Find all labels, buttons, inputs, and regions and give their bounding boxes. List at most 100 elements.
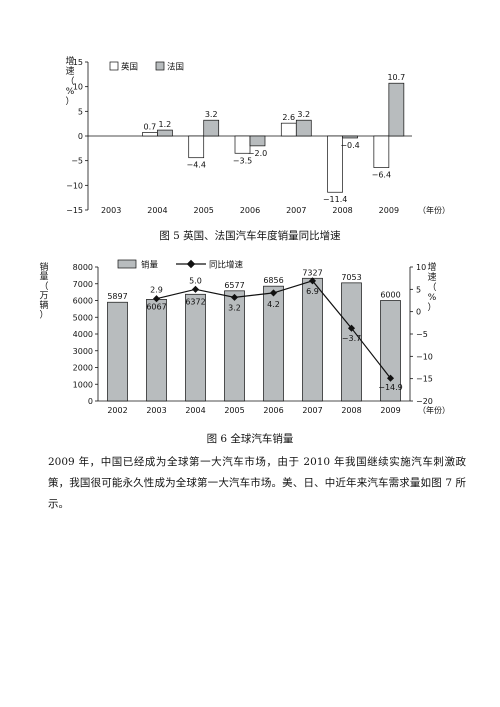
bar-data-label: 6856: [263, 276, 283, 285]
growth-data-label: 5.0: [189, 276, 202, 285]
bar-法国: [157, 129, 173, 137]
data-label: 0.7: [144, 123, 157, 132]
bar-英国: [280, 122, 297, 137]
legend-label-bar: 销量: [141, 260, 159, 271]
bar-data-label: 6577: [224, 281, 244, 290]
y2-tick-label: −20: [416, 397, 433, 406]
data-label: −2.0: [248, 149, 267, 158]
y-tick-label: 5: [78, 107, 83, 116]
x-tick-label: 2006: [240, 206, 260, 215]
y-tick-label: 2000: [73, 364, 93, 373]
y2-tick-label: 5: [416, 285, 421, 294]
bar-sales: [224, 290, 245, 402]
x-tick-label: 2005: [224, 406, 244, 415]
data-label: 10.7: [387, 73, 405, 82]
bar-英国: [142, 132, 158, 137]
y-tick-label: 10: [73, 83, 83, 92]
x-tick-label: 2009: [380, 406, 400, 415]
y-tick-label: −5: [71, 157, 83, 166]
x-tick-label: 2004: [185, 406, 205, 415]
x-tick-label: 2003: [146, 406, 166, 415]
bar-sales: [185, 293, 206, 402]
legend-label: 法国: [167, 62, 184, 73]
y2-tick-label: −5: [416, 330, 428, 339]
y-tick-label: 5000: [73, 313, 93, 322]
y-tick-label: 0: [78, 132, 83, 141]
bar-法国: [295, 119, 312, 137]
bar-sales: [302, 277, 323, 402]
legend-swatch: [109, 61, 119, 71]
data-label: 1.2: [159, 120, 172, 129]
data-label: −6.4: [372, 171, 391, 180]
y2-tick-label: −15: [416, 375, 433, 384]
y-tick-label: 4000: [73, 330, 93, 339]
bar-sales: [107, 301, 128, 402]
growth-data-label: 2.9: [150, 286, 163, 295]
growth-point: [347, 324, 356, 332]
y-tick-label: 6000: [73, 297, 93, 306]
bar-法国: [249, 135, 266, 147]
x-tick-label: 2009: [379, 206, 399, 215]
y-tick-label: 1000: [73, 380, 93, 389]
bar-法国: [342, 135, 358, 139]
figure-6-caption: 图 6 全球汽车销量: [206, 433, 294, 445]
uk-france-growth-chart: 15 10 5 0 −5 −10 −15 增速（%） 英国 法国 2003 2004 0.7 1.2 200…: [65, 55, 450, 215]
body-paragraph: 2009 年，中国已经成为全球第一大汽车市场，由于 2010 年我国继续实施汽车…: [48, 456, 466, 510]
x-tick-label: 2007: [302, 406, 322, 415]
x-tick-label: 2008: [341, 406, 361, 415]
growth-data-label: 4.2: [267, 300, 280, 309]
growth-data-label: 3.2: [228, 303, 241, 312]
bar-data-label: 7053: [341, 273, 361, 282]
growth-data-label: −3.7: [342, 334, 361, 343]
growth-data-label: 6.9: [306, 287, 319, 296]
bar-sales: [380, 300, 401, 402]
y-tick-label: 15: [73, 58, 83, 67]
legend-label: 英国: [121, 62, 138, 73]
y-tick-label: 3000: [73, 347, 93, 356]
bar-data-label: 6000: [380, 291, 400, 300]
x-tick-label: 2003: [101, 206, 121, 215]
legend-marker: [186, 259, 196, 269]
y-tick-label: 0: [88, 397, 93, 406]
bar-英国: [373, 135, 390, 168]
data-label: −4.4: [186, 161, 205, 170]
bar-英国: [188, 135, 205, 159]
y-tick-label: 7000: [73, 280, 93, 289]
y-tick-label: −10: [66, 181, 83, 190]
bar-法国: [203, 119, 220, 137]
x-tick-label: 2004: [147, 206, 167, 215]
data-label: −3.5: [233, 156, 252, 165]
legend-swatch-bar: [117, 259, 137, 269]
figure-5-caption: 图 5 英国、法国汽车年度销量同比增速: [159, 230, 341, 242]
y-tick-label: 8000: [73, 263, 93, 272]
y-axis-label: 增速（%）: [65, 55, 74, 107]
data-label: 3.2: [205, 110, 218, 119]
data-label: −11.4: [323, 195, 348, 204]
y-tick-label: −15: [66, 206, 83, 215]
bar-data-label: 5897: [107, 292, 127, 301]
bar-data-label: 6372: [185, 297, 205, 306]
bar-data-label: 7327: [302, 268, 322, 277]
bar-data-label: 6067: [146, 302, 166, 311]
bar-法国: [388, 82, 405, 137]
data-label: 3.2: [297, 110, 310, 119]
y2-tick-label: 0: [416, 308, 421, 317]
x-tick-label: 2006: [263, 406, 283, 415]
data-label: −0.4: [340, 141, 359, 150]
bar-英国: [327, 135, 343, 193]
x-axis-label: （年份）: [418, 405, 450, 415]
x-tick-label: 2005: [194, 206, 214, 215]
growth-point: [386, 374, 395, 382]
x-tick-label: 2007: [286, 206, 306, 215]
y-axis-label: 销量（万辆）: [39, 261, 48, 321]
bar-sales: [263, 285, 284, 402]
x-tick-label: 2002: [107, 406, 127, 415]
bar-sales: [146, 299, 167, 402]
y2-axis-label: 增速（%）: [427, 261, 436, 313]
y2-tick-label: 10: [416, 263, 426, 272]
growth-data-label: −14.9: [378, 383, 403, 392]
growth-point: [191, 285, 200, 293]
legend-swatch: [155, 61, 165, 71]
x-tick-label: 2008: [332, 206, 352, 215]
global-sales-chart: 8000 7000 6000 5000 4000 3000 2000 1000 0 10 5 0 −5 −…: [39, 259, 450, 416]
